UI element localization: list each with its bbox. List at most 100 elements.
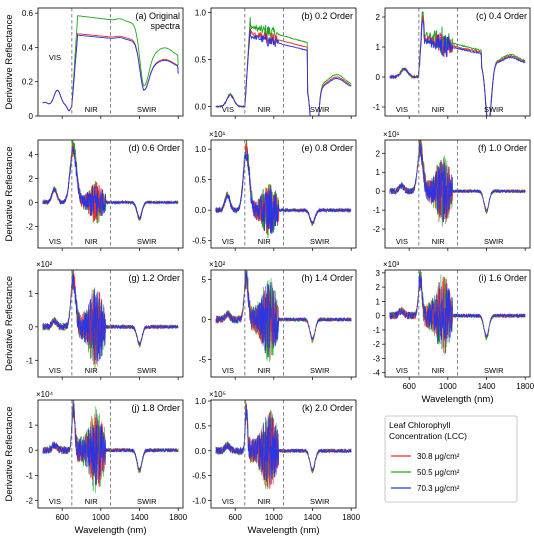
- y-tick-label: 2: [376, 13, 381, 22]
- y-tick-label: 3: [376, 269, 381, 278]
- legend-title: Leaf Chlorophyll: [389, 420, 451, 430]
- region-label-vis: VIS: [396, 237, 408, 246]
- x-tick-label: 600: [55, 513, 69, 522]
- region-label-swir: SWIR: [310, 497, 330, 506]
- legend-frame: [384, 415, 518, 503]
- panel-5: -2 -1 0 1 2 ×10¹ (f) 1.0 Order VIS NIR SWIR: [373, 130, 531, 251]
- y-tick-label: 0: [202, 316, 207, 325]
- region-label-swir: SWIR: [137, 497, 157, 506]
- panel-title: (b) 0.2 Order: [301, 11, 353, 21]
- panel-title: (c) 0.4 Order: [476, 11, 527, 21]
- y-tick-label: 0: [376, 187, 381, 196]
- y-axis-title: Derivative Reflectance: [4, 406, 15, 501]
- region-label-vis: VIS: [396, 105, 408, 114]
- x-tick-label: 1400: [478, 382, 496, 391]
- region-label-swir: SWIR: [484, 105, 504, 114]
- region-label-swir: SWIR: [137, 237, 157, 246]
- panel-4: -0.5 0.0 0.5 1.0×10¹ (e) 0.8 Order VIS NIR SWIR: [192, 130, 357, 251]
- axis-multiplier: ×10³: [383, 260, 400, 269]
- panel-title: (i) 1.6 Order: [478, 273, 527, 283]
- region-label-vis: VIS: [49, 366, 61, 375]
- plot-frame: [210, 7, 357, 117]
- y-tick-label: 0.5: [195, 176, 207, 185]
- region-label-nir: NIR: [258, 497, 272, 506]
- region-label-vis: VIS: [396, 366, 408, 375]
- region-label-swir: SWIR: [137, 366, 157, 375]
- panel-title: (f) 1.0 Order: [478, 143, 527, 153]
- legend-entry-label: 50.5 μg/cm²: [417, 468, 460, 477]
- panel-title: (j) 1.8 Order: [131, 403, 180, 413]
- plot-frame: [210, 399, 357, 509]
- y-tick-label: 1: [376, 168, 381, 177]
- region-label-vis: VIS: [222, 105, 234, 114]
- panel-2: -1 0 1 2 (c) 0.4 Order VIS NIR SWIR: [373, 7, 531, 119]
- region-label-nir: NIR: [432, 105, 446, 114]
- series-line-2: [389, 271, 526, 349]
- series-line-2: [215, 150, 352, 235]
- panel-9: -2 -1 0 1 600 1000 1400 1800 Wavelength (nm) Deri…: [4, 390, 188, 536]
- panel-title: (d) 0.6 Order: [128, 143, 180, 153]
- region-label-nir: NIR: [85, 237, 99, 246]
- axis-multiplier: ×10⁴: [36, 390, 54, 399]
- region-label-nir: NIR: [432, 237, 446, 246]
- panel-0: 0 0.2 0.4 0.6 Derivative Reflectance (a) Orig…: [4, 7, 184, 121]
- y-tick-label: -2: [373, 225, 381, 234]
- y-tick-label: 0: [29, 446, 34, 455]
- y-tick-label: 5: [202, 276, 207, 285]
- y-tick-label: 0: [376, 312, 381, 321]
- y-tick-label: 0.2: [22, 78, 34, 87]
- y-tick-label: 1.0: [195, 397, 207, 406]
- x-tick-label: 1000: [439, 382, 457, 391]
- x-tick-label: 1800: [516, 382, 534, 391]
- y-tick-label: 0.4: [22, 43, 34, 52]
- axis-multiplier: ×10²: [209, 260, 226, 269]
- y-tick-label: 4: [29, 150, 34, 159]
- plot-frame: [210, 139, 357, 249]
- series-line-2: [389, 19, 526, 116]
- plot-frame: [210, 269, 357, 378]
- plot-frame: [37, 7, 184, 117]
- region-label-nir: NIR: [258, 366, 272, 375]
- region-label-nir: NIR: [432, 366, 446, 375]
- region-label-vis: VIS: [222, 497, 234, 506]
- region-label-nir: NIR: [85, 497, 99, 506]
- x-tick-label: 1000: [92, 513, 110, 522]
- x-tick-label: 1800: [342, 513, 360, 522]
- region-label-nir: NIR: [85, 105, 99, 114]
- x-tick-label: 600: [402, 382, 416, 391]
- x-tick-label: 600: [228, 513, 242, 522]
- panel-7: -5 0 5×10² (h) 1.4 Order VIS NIR SWIR: [199, 260, 357, 380]
- y-tick-label: 0: [29, 323, 34, 332]
- y-tick-label: -1: [26, 471, 34, 480]
- panel-10: -1.0 -0.5 0.0 0.5 1.0 600 1000 1400 1800 Waveleng…: [192, 390, 360, 536]
- region-label-nir: NIR: [85, 366, 99, 375]
- plot-frame: [37, 139, 184, 249]
- x-tick-label: 1000: [265, 513, 283, 522]
- y-tick-label: -1: [373, 103, 381, 112]
- region-label-vis: VIS: [49, 53, 61, 62]
- plot-frame: [37, 399, 184, 509]
- legend-title: Concentration (LCC): [389, 431, 467, 441]
- region-label-vis: VIS: [49, 237, 61, 246]
- y-tick-label: 0.5: [195, 56, 207, 65]
- y-tick-label: -1: [26, 356, 34, 365]
- y-tick-label: -2: [373, 340, 381, 349]
- y-axis-title: Derivative Reflectance: [4, 14, 15, 109]
- region-label-swir: SWIR: [310, 366, 330, 375]
- y-tick-label: 1.0: [195, 9, 207, 18]
- region-label-vis: VIS: [49, 497, 61, 506]
- axis-multiplier: ×10¹: [209, 130, 226, 139]
- x-axis-title: Wavelength (nm): [75, 525, 147, 536]
- x-tick-label: 1800: [169, 513, 187, 522]
- y-tick-label: 2: [29, 174, 34, 183]
- y-tick-label: 2: [376, 149, 381, 158]
- series-group: [215, 140, 352, 238]
- region-label-vis: VIS: [222, 366, 234, 375]
- y-tick-label: 1: [376, 43, 381, 52]
- y-tick-label: 2: [376, 283, 381, 292]
- y-tick-label: 0: [29, 112, 34, 121]
- y-tick-label: 0.0: [195, 447, 207, 456]
- x-tick-label: 1400: [304, 513, 322, 522]
